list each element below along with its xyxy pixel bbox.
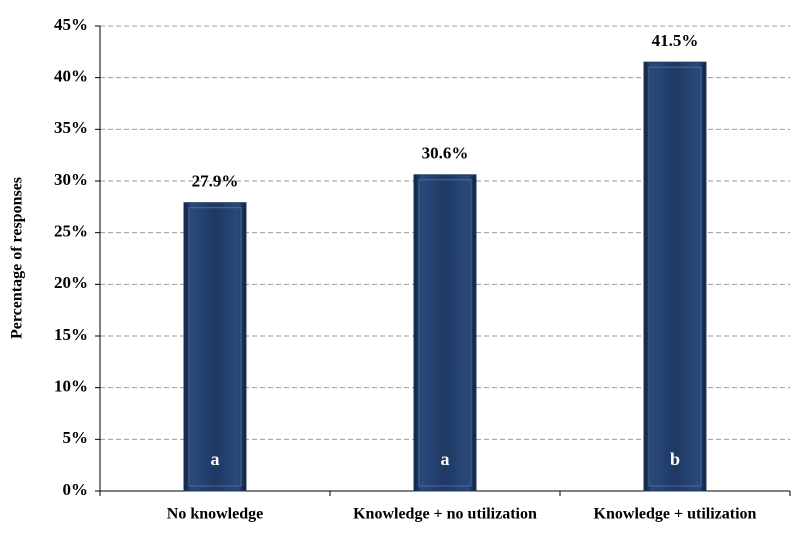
value-label: 30.6% [422,144,469,163]
value-label: 41.5% [652,31,699,50]
y-axis-title: Percentage of responses [9,177,26,339]
bar-bevel [188,207,242,487]
x-tick-label: Knowledge + no utilization [353,506,537,523]
y-tick-label: 45% [54,15,88,34]
bar [643,61,707,492]
x-tick-label: No knowledge [167,506,263,523]
bar-annotation: a [441,449,450,469]
bar-annotation: a [211,449,220,469]
x-tick-label: Knowledge + utilization [594,506,757,523]
y-tick-label: 25% [54,222,88,241]
y-tick-label: 0% [63,480,89,499]
bar-annotation: b [670,449,680,469]
value-label: 27.9% [192,172,239,191]
y-tick-label: 15% [54,325,88,344]
y-tick-label: 5% [63,428,89,447]
bar [183,202,247,492]
y-tick-label: 40% [54,67,88,86]
bar-bevel [418,179,472,487]
y-tick-label: 30% [54,170,88,189]
y-tick-label: 20% [54,273,88,292]
y-tick-label: 10% [54,377,88,396]
bar-bevel [648,66,702,487]
bar [413,174,477,492]
y-tick-label: 35% [54,118,88,137]
